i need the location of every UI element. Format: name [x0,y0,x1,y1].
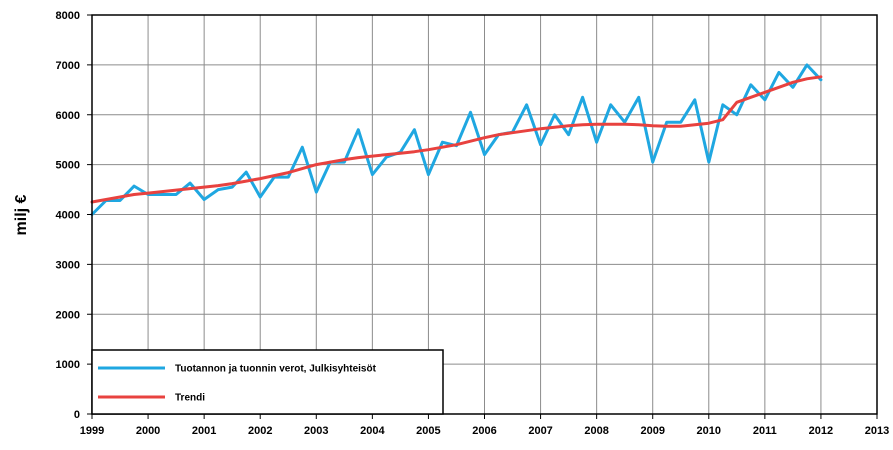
x-tick-label: 2001 [192,425,216,437]
series-layer [90,63,823,216]
y-tick-label: 1000 [56,359,80,371]
y-tick-label: 7000 [56,60,80,72]
y-tick-label: 3000 [56,259,80,271]
x-tick-label: 2005 [416,425,440,437]
y-axis: 0 1000 2000 3000 4000 5000 6000 7000 8000 [56,10,92,421]
x-tick-label: 2013 [865,425,889,437]
x-tick-label: 2008 [584,425,608,437]
legend-box [91,349,444,415]
y-tick-label: 2000 [56,309,80,321]
x-tick-label: 2010 [697,425,721,437]
x-tick-label: 2009 [640,425,664,437]
x-tick-label: 2002 [248,425,272,437]
x-tick-label: 2012 [809,425,833,437]
legend-entry-taxes: Tuotannon ja tuonnin verot, Julkisyhteis… [98,364,377,375]
x-tick-label: 2003 [304,425,328,437]
x-tick-label: 2006 [472,425,496,437]
x-axis: 1999 2000 2001 2002 2003 2004 2005 2006 2007 2008… [80,414,889,437]
y-tick-label: 4000 [56,210,80,222]
x-tick-label: 1999 [80,425,104,437]
y-tick-label: 6000 [56,110,80,122]
grid-lines [92,15,877,414]
y-tick-label: 8000 [56,10,80,22]
legend-label: Trendi [175,393,205,404]
x-tick-label: 2000 [136,425,160,437]
x-tick-label: 2004 [360,425,385,437]
x-tick-label: 2007 [528,425,552,437]
series-line-trend [90,75,823,204]
x-tick-label: 2011 [753,425,777,437]
legend-label: Tuotannon ja tuonnin verot, Julkisyhteis… [175,364,377,375]
y-tick-label: 5000 [56,160,80,172]
y-axis-title: milj € [13,194,30,235]
y-tick-label: 0 [74,409,80,421]
legend-entry-trend: Trendi [98,393,205,404]
legend: Tuotannon ja tuonnin verot, Julkisyhteis… [91,349,444,415]
